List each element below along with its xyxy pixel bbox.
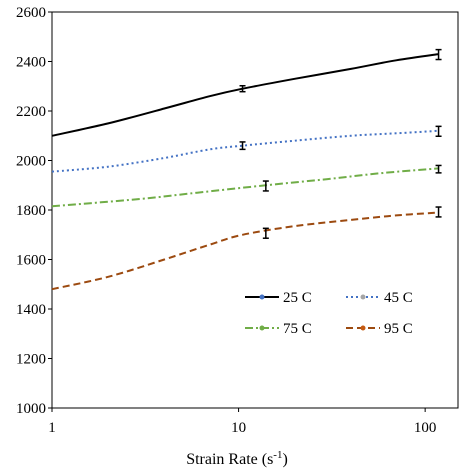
y-tick-label: 2400 (16, 55, 46, 71)
legend: 25 C 45 C 75 C 95 C (245, 290, 413, 337)
series-line (51, 53, 439, 137)
x-tick-label: 1 (48, 420, 56, 436)
x-tick-label: 10 (231, 420, 246, 436)
legend-label: 25 C (283, 290, 312, 306)
series-layer (51, 48, 442, 291)
legend-item: 45 C (346, 290, 413, 306)
series-line (51, 211, 439, 291)
legend-marker (259, 294, 265, 300)
y-tick-label: 1400 (16, 302, 46, 318)
legend-item: 95 C (346, 321, 413, 337)
series-3 (51, 206, 442, 291)
axes: 1000 1200 1400 1600 1800 2000 2200 2400 2600 1 10 1… (16, 5, 459, 436)
plot-frame (51, 11, 459, 409)
y-tick-label: 2200 (16, 104, 46, 120)
series-0 (51, 48, 442, 137)
y-tick-label: 1600 (16, 253, 46, 269)
legend-marker (259, 325, 265, 331)
legend-label: 45 C (384, 290, 413, 306)
x-axis-title: Strain Rate (s-1) (186, 449, 288, 468)
legend-label: 75 C (283, 321, 312, 337)
y-tick-label: 1000 (16, 401, 46, 417)
y-tick-label: 2600 (16, 5, 46, 21)
x-axis-title-suffix: ) (282, 451, 287, 468)
x-axis-title-sup: -1 (273, 449, 282, 461)
legend-item: 25 C (245, 290, 312, 306)
legend-marker (360, 325, 366, 331)
legend-label: 95 C (384, 321, 413, 337)
series-1 (51, 125, 442, 173)
y-tick-label: 1200 (16, 352, 46, 368)
legend-marker (360, 294, 366, 300)
series-line (51, 129, 439, 173)
series-2 (51, 164, 442, 208)
y-tick-label: 2000 (16, 154, 46, 170)
y-tick-label: 1800 (16, 203, 46, 219)
legend-item: 75 C (245, 321, 312, 337)
series-line (51, 167, 439, 208)
x-tick-label: 100 (414, 420, 437, 436)
